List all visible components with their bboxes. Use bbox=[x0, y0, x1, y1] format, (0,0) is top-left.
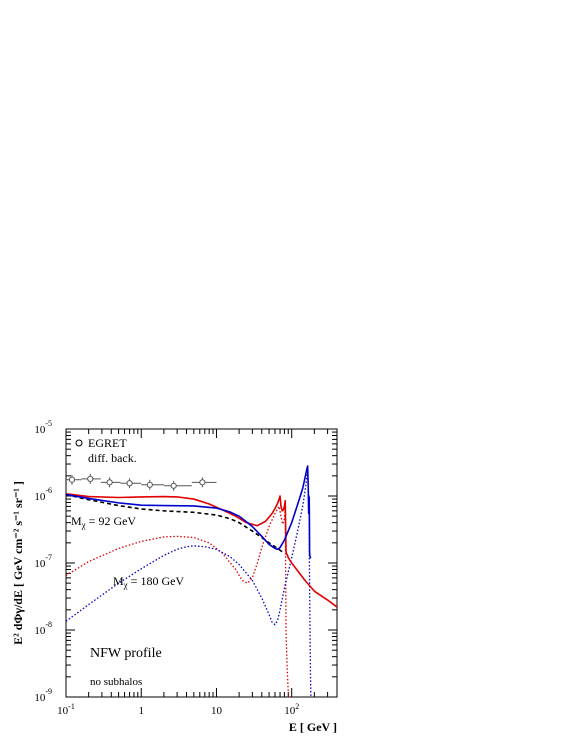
y-tick-label-base: 10 bbox=[34, 692, 46, 704]
y-axis-ticks bbox=[66, 431, 337, 698]
egret-point bbox=[66, 474, 82, 485]
x-tick-label-exp: 2 bbox=[295, 702, 299, 711]
annotation-m92-rest: = 92 GeV bbox=[86, 514, 137, 528]
egret-point bbox=[120, 478, 142, 489]
y-tick-label-exp: -9 bbox=[45, 687, 52, 696]
y-tick-label: 10-5 bbox=[34, 419, 52, 436]
x-axis-title: E [ GeV ] bbox=[289, 720, 337, 734]
x-tick-label-exp: -1 bbox=[68, 702, 75, 711]
y-tick-label-exp: -7 bbox=[45, 553, 52, 562]
legend-background-label: diff. back. bbox=[88, 451, 137, 465]
x-tick-label-base: 10 bbox=[211, 705, 223, 717]
y-tick-label-exp: -5 bbox=[45, 419, 52, 428]
egret-point bbox=[81, 473, 101, 484]
series-dm92_total bbox=[66, 492, 337, 608]
x-tick-label-base: 1 bbox=[138, 705, 144, 717]
annotation-m92: Mχ = 92 GeV bbox=[71, 514, 136, 530]
x-tick-label-base: 10 bbox=[57, 705, 69, 717]
legend-egret-label: EGRET bbox=[88, 436, 127, 450]
legend-egret-marker bbox=[75, 439, 83, 447]
egret-marker bbox=[126, 480, 133, 487]
annotation-m92-sub: χ bbox=[81, 520, 86, 530]
x-tick-label: 10-1 bbox=[57, 702, 75, 717]
egret-point bbox=[163, 480, 192, 491]
y-tick-label: 10-9 bbox=[34, 687, 52, 704]
egret-point bbox=[141, 479, 164, 490]
x-tick-label: 102 bbox=[284, 702, 299, 717]
x-tick-label-base: 10 bbox=[284, 705, 296, 717]
y-tick-label-base: 10 bbox=[34, 491, 46, 503]
y-tick-label-base: 10 bbox=[34, 625, 46, 637]
y-tick-label-exp: -6 bbox=[45, 486, 52, 495]
annotation-subhalos: no subhalos bbox=[90, 676, 142, 688]
egret-marker bbox=[87, 475, 94, 482]
egret-marker bbox=[106, 479, 113, 486]
annotation-m180-rest: = 180 GeV bbox=[128, 574, 185, 588]
egret-marker bbox=[68, 476, 76, 483]
egret-points-layer bbox=[66, 473, 217, 491]
y-tick-label: 10-7 bbox=[34, 553, 52, 570]
y-axis-title: E² dΦγ/dE [ GeV cm⁻² s⁻¹ sr⁻¹ ] bbox=[11, 481, 25, 645]
egret-marker bbox=[199, 479, 206, 486]
y-tick-label: 10-8 bbox=[34, 620, 52, 637]
annotation-m92-base: M bbox=[71, 514, 82, 528]
egret-marker bbox=[170, 482, 177, 489]
y-tick-label-exp: -8 bbox=[45, 620, 52, 629]
annotation-m180: Mχ = 180 GeV bbox=[113, 574, 184, 590]
x-tick-label: 10 bbox=[211, 705, 223, 717]
annotation-m180-base: M bbox=[113, 574, 124, 588]
x-tick-label: 1 bbox=[138, 705, 144, 717]
y-axis-tick-labels: 10-910-810-710-610-5 bbox=[34, 419, 52, 704]
series-layer bbox=[66, 465, 337, 697]
x-axis-tick-labels: 10-1 1 10 102 bbox=[57, 702, 299, 717]
annotation-m180-sub: χ bbox=[123, 580, 128, 590]
legend: EGRET diff. back. bbox=[75, 436, 137, 465]
series-dm180_total bbox=[66, 465, 312, 559]
series-dm92_dotted bbox=[66, 505, 290, 697]
x-axis-ticks bbox=[65, 429, 338, 697]
annotation-profile: NFW profile bbox=[90, 646, 162, 661]
y-tick-label-base: 10 bbox=[34, 558, 46, 570]
y-tick-label-base: 10 bbox=[34, 424, 46, 436]
egret-point bbox=[191, 477, 217, 488]
egret-point bbox=[100, 477, 121, 488]
egret-marker bbox=[146, 481, 153, 488]
series-dm180_dotted bbox=[66, 469, 312, 697]
y-tick-label: 10-6 bbox=[34, 486, 52, 503]
